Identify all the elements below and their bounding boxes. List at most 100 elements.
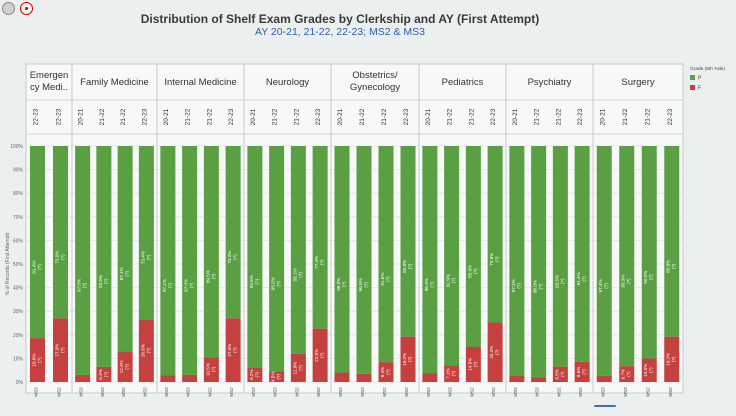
bar-pass-segment [422, 146, 438, 374]
bar-pass-segment [334, 146, 350, 373]
cohort-tick-label: MS3 [623, 387, 628, 397]
cohort-tick-label: MS2 [57, 387, 62, 397]
group-label: Obstetrics/ [352, 70, 398, 81]
bar-fail-segment [574, 361, 590, 382]
bar-fail-segment [509, 375, 525, 382]
bar-pass-segment [356, 146, 372, 374]
data-label-fail: 22.6% [314, 349, 319, 362]
bar-pass-segment [138, 146, 154, 320]
group-label: cy Medi.. [30, 82, 68, 93]
data-label-pass: 96.0% [336, 278, 341, 291]
data-label-fail: 10.0% [643, 364, 648, 377]
data-label-pass-count: (?) [671, 263, 676, 269]
bar-pass-segment [30, 146, 45, 339]
data-label-pass: 97.0% [77, 279, 82, 292]
chart-subtitle: AY 20-21, 21-22, 22-23; MS2 & MS3 [254, 26, 426, 38]
data-label-pass-count: (?) [146, 254, 151, 260]
bar-pass-segment [269, 146, 285, 372]
data-label-pass-count: (?) [37, 264, 42, 270]
y-tick-label: 20% [13, 333, 24, 339]
data-label-fail-count: (?) [626, 371, 631, 377]
data-label-fail-count: (?) [103, 371, 108, 377]
y-tick-label: 40% [13, 286, 24, 292]
data-label-pass: 85.0% [467, 265, 472, 278]
data-label-pass: 73.4% [140, 251, 145, 264]
bar-fail-segment [312, 328, 328, 382]
bar-fail-segment [96, 366, 112, 382]
record-icon[interactable] [20, 2, 33, 15]
year-tick-label: 22-23 [667, 108, 674, 125]
data-label-pass: 96.4% [424, 278, 429, 291]
data-label-fail-count: (?) [649, 367, 654, 373]
bar-fail-segment [30, 338, 45, 382]
cohort-tick-label: MS3 [535, 387, 540, 397]
data-label-fail: 27.0% [227, 344, 232, 357]
bar-pass-segment [117, 146, 133, 352]
bar-fail-segment [203, 357, 219, 382]
data-label-pass: 80.8% [666, 260, 671, 273]
year-tick-label: 21-22 [644, 108, 651, 125]
bar-pass-segment [531, 146, 547, 378]
legend-label: P [698, 76, 702, 82]
data-label-fail: 19.2% [402, 353, 407, 366]
horizontal-scrollbar[interactable] [594, 405, 616, 407]
legend-swatch [690, 85, 695, 90]
data-label-pass-count: (?) [649, 274, 654, 280]
data-label-fail: 6.7% [621, 369, 626, 379]
data-label-fail: 8.6% [576, 367, 581, 377]
data-label-pass: 93.6% [98, 275, 103, 288]
cohort-tick-label: MS2 [229, 387, 234, 397]
window-control-icon[interactable] [2, 2, 15, 15]
year-tick-label: 22-23 [490, 108, 497, 125]
y-tick-label: 90% [13, 168, 24, 174]
cohort-tick-label: MS3 [600, 387, 605, 397]
data-label-pass: 73.0% [55, 251, 60, 264]
bar-pass-segment [182, 146, 198, 375]
bar-fail-segment [552, 366, 568, 382]
bar-pass-segment [53, 146, 68, 319]
cohort-tick-label: MS3 [426, 387, 431, 397]
bar-fail-segment [75, 374, 91, 382]
year-tick-label: 22-23 [56, 108, 63, 125]
data-label-pass: 97.0% [184, 279, 189, 292]
y-tick-label: 80% [13, 191, 24, 197]
group-label: Emergen [30, 70, 69, 81]
year-tick-label: 21-22 [447, 108, 454, 125]
data-label-pass-count: (?) [233, 254, 238, 260]
year-tick-label: 20-21 [599, 108, 606, 125]
year-tick-label: 22-23 [315, 108, 322, 125]
data-label-pass-count: (?) [473, 268, 478, 274]
bar-pass-segment [487, 146, 503, 323]
data-label-pass-count: (?) [125, 271, 130, 277]
data-label-fail: 6.2% [249, 369, 254, 379]
data-label-fail-count: (?) [298, 365, 303, 371]
year-tick-label: 21-22 [272, 108, 279, 125]
year-tick-label: 21-22 [622, 108, 629, 125]
bar-fail-segment [444, 365, 460, 382]
group-label: Gynecology [350, 82, 400, 93]
legend-label: F [698, 86, 701, 92]
data-label-fail-count: (?) [408, 356, 413, 362]
data-label-fail: 7.1% [446, 368, 451, 378]
cohort-tick-label: MS2 [316, 387, 321, 397]
data-label-fail: 11.9% [292, 362, 297, 375]
bar-pass-segment [664, 146, 680, 337]
cohort-tick-label: MS3 [448, 387, 453, 397]
data-label-pass-count: (?) [604, 283, 609, 289]
data-label-pass: 74.8% [489, 253, 494, 266]
y-tick-label: 100% [10, 144, 23, 150]
data-label-pass-count: (?) [320, 259, 325, 265]
cohort-tick-label: MS2 [121, 387, 126, 397]
data-label-fail: 26.6% [140, 344, 145, 357]
data-label-fail-count: (?) [582, 369, 587, 375]
data-label-fail: 12.9% [119, 360, 124, 373]
data-label-pass: 93.8% [249, 275, 254, 288]
bar-pass-segment [96, 146, 112, 367]
data-label-pass-count: (?) [364, 282, 369, 288]
cohort-tick-label: MS3 [360, 387, 365, 397]
data-label-pass: 80.8% [402, 260, 407, 273]
cohort-tick-label: MS3 [513, 387, 518, 397]
year-tick-label: 20-21 [337, 108, 344, 125]
data-label-fail-count: (?) [451, 370, 456, 376]
